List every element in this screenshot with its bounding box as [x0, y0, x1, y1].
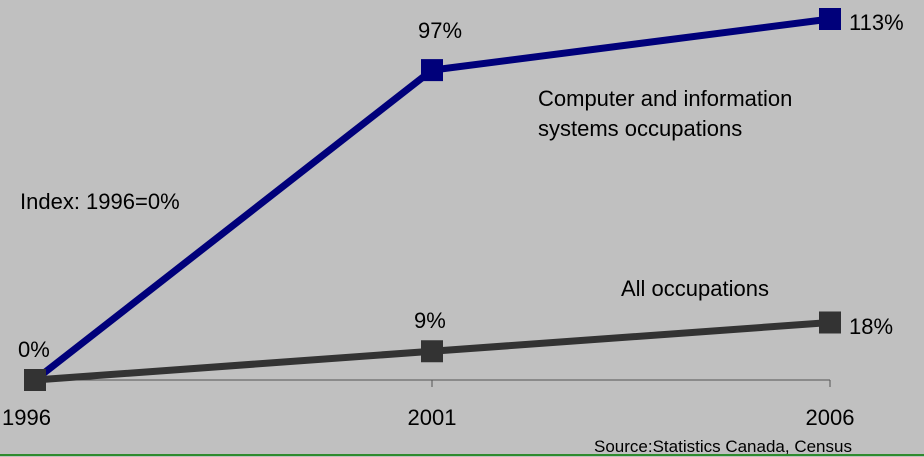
series-name-label-0-line-1: systems occupations: [538, 116, 742, 141]
series-layer: [24, 8, 841, 391]
data-label-s1-2006: 18%: [849, 314, 893, 339]
x-tick-label-2001: 2001: [408, 405, 457, 430]
x-tick-label-1996: 1996: [2, 405, 51, 430]
data-label-s0-1996: 0%: [18, 337, 50, 362]
x-axis: 1996 2001 2006: [2, 379, 855, 430]
series-0-point-2006: [819, 8, 841, 30]
data-label-s0-2001: 97%: [418, 18, 462, 43]
data-label-s1-2001: 9%: [414, 308, 446, 333]
index-note: Index: 1996=0%: [20, 189, 180, 214]
data-label-s0-2006: 113%: [849, 10, 904, 35]
series-1-point-2001: [421, 340, 443, 363]
series-0-point-2001: [421, 59, 443, 82]
series-name-label-1-line-0: All occupations: [621, 276, 769, 301]
x-tick-label-2006: 2006: [806, 405, 855, 430]
source-note: Source:Statistics Canada, Census: [594, 437, 852, 456]
series-1-point-1996: [24, 369, 46, 391]
series-1-point-2006: [819, 311, 841, 334]
series-name-label-0-line-0: Computer and information: [538, 86, 792, 111]
label-layer: 0% 97% 113% 9% 18% Computer and information sy…: [18, 10, 904, 362]
